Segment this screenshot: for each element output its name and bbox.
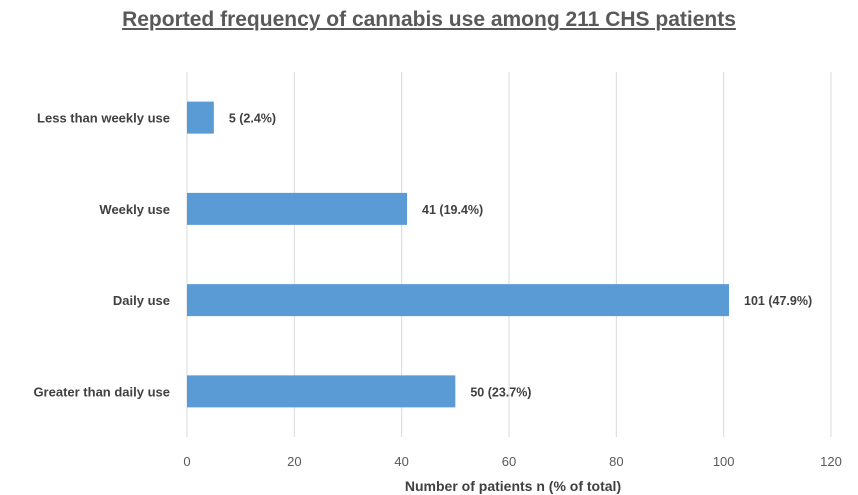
x-tick-label-40: 40 (394, 454, 408, 469)
x-tick-label-0: 0 (183, 454, 190, 469)
x-tick-label-60: 60 (502, 454, 516, 469)
x-tick-label-120: 120 (820, 454, 842, 469)
category-label-2: Daily use (113, 293, 170, 308)
data-label-0: 5 (2.4%) (229, 112, 276, 126)
data-label-2: 101 (47.9%) (744, 294, 812, 308)
category-label-3: Greater than daily use (33, 384, 170, 399)
chart-title: Reported frequency of cannabis use among… (122, 8, 736, 31)
category-label-0: Less than weekly use (37, 111, 170, 126)
x-axis-title: Number of patients n (% of total) (405, 478, 621, 494)
x-tick-label-20: 20 (287, 454, 301, 469)
x-tick-label-100: 100 (713, 454, 735, 469)
bar-0 (187, 101, 214, 134)
x-tick-label-80: 80 (609, 454, 623, 469)
bar-2 (187, 284, 730, 317)
data-label-3: 50 (23.7%) (470, 385, 531, 399)
category-label-1: Weekly use (99, 202, 170, 217)
bar-3 (187, 375, 456, 408)
bar-1 (187, 192, 408, 225)
data-label-1: 41 (19.4%) (422, 203, 483, 217)
